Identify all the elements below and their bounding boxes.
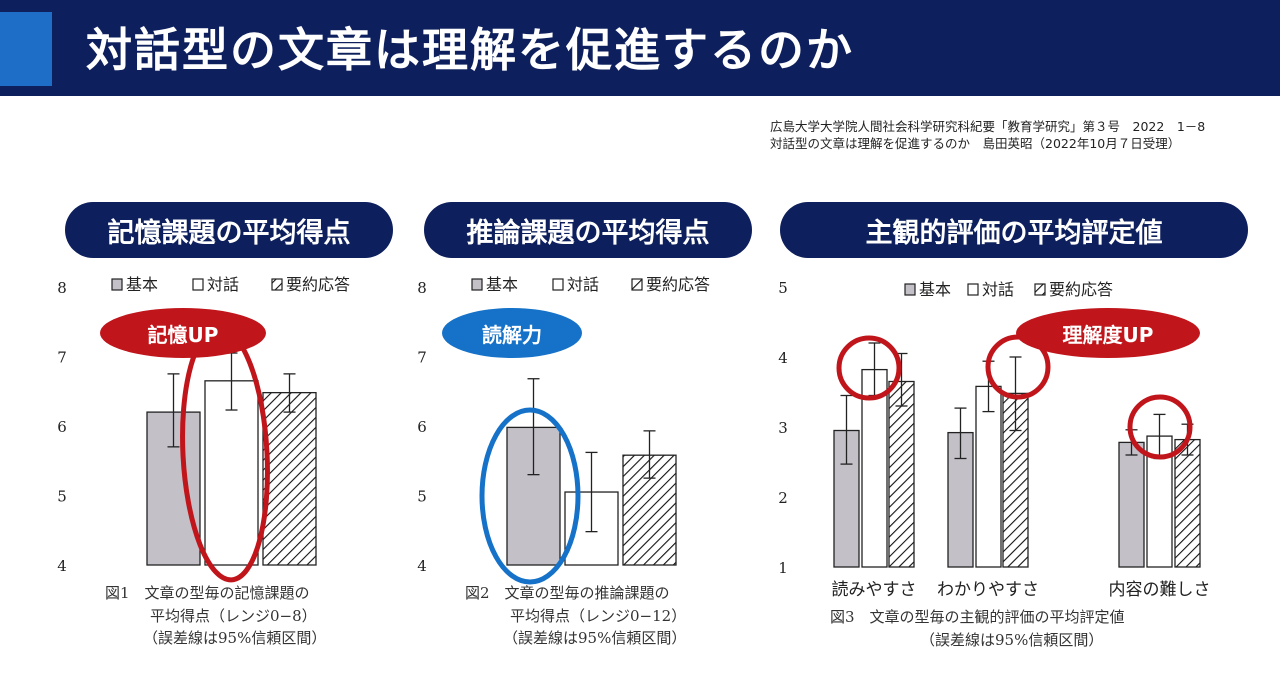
y-tick-label: 5 [778,279,788,297]
highlight-circle [1127,394,1193,460]
figure-caption-line: 図3 文章の型毎の主観的評価の平均評定値 [830,608,1125,626]
legend-swatch [471,278,483,291]
bar [888,380,915,568]
y-tick-label: 3 [778,419,788,437]
legend-label: 基本 [919,280,951,299]
x-category-label: 内容の難しさ [1109,580,1211,600]
legend-swatch [192,278,204,291]
figure-caption-line: （誤差線は95%信頼区間） [920,631,1103,649]
callout-badge [442,308,582,358]
legend-swatch [552,278,564,291]
bar [1174,438,1201,568]
x-category-label: わかりやすさ [937,580,1039,600]
y-tick-label: 2 [778,489,788,507]
y-tick-label: 6 [417,418,427,436]
bar [262,391,317,566]
legend-label: 基本 [126,275,158,294]
highlight-ellipse [479,407,581,585]
y-tick-label: 4 [778,349,788,367]
section-title-inference: 推論課題の平均得点 [424,202,752,258]
citation: 広島大学大学院人間社会科学研究科紀要「教育学研究」第３号 2022 1－8 対話… [770,118,1230,152]
bar [204,380,259,566]
callout-label: 読解力 [482,323,542,347]
header-accent-block [0,12,52,86]
legend-swatch [1034,283,1046,296]
legend-swatch [904,283,916,296]
y-tick-label: 7 [417,349,427,367]
y-tick-label: 8 [417,279,427,297]
y-tick-label: 4 [57,557,67,575]
figure-caption-line: 図2 文章の型毎の推論課題の [465,584,670,602]
figure-caption-line: 平均得点（レンジ0−12） [510,607,686,625]
figure-caption-line: （誤差線は95%信頼区間） [143,629,326,647]
bar [975,385,1002,568]
y-tick-label: 6 [57,418,67,436]
y-tick-label: 5 [417,488,427,506]
y-tick-label: 1 [778,559,788,577]
citation-line-2: 対話型の文章は理解を促進するのか 島田英昭（2022年10月７日受理） [770,136,1181,151]
y-tick-label: 4 [417,557,427,575]
callout-label: 記憶UP [148,323,219,347]
figure-caption-line: 図1 文章の型毎の記憶課題の [105,584,310,602]
legend-label: 要約応答 [286,275,350,294]
section-title-subjective: 主観的評価の平均評定値 [780,202,1248,258]
legend-label: 要約応答 [1049,280,1113,299]
bar [1118,441,1145,568]
legend-swatch [967,283,979,296]
citation-line-1: 広島大学大学院人間社会科学研究科紀要「教育学研究」第３号 2022 1－8 [770,119,1206,134]
highlight-circle [836,335,902,401]
callout-label: 理解度UP [1063,323,1154,347]
legend-label: 対話 [207,275,239,294]
callout-badge [100,308,266,358]
slide-title: 対話型の文章は理解を促進するのか [86,23,854,77]
legend-swatch [631,278,643,291]
y-tick-label: 7 [57,349,67,367]
x-category-label: 読みやすさ [832,580,917,600]
callout-badge [1016,308,1200,358]
bar [861,368,888,568]
figure-caption-line: 平均得点（レンジ0−8） [150,607,317,625]
section-title-memory: 記憶課題の平均得点 [65,202,393,258]
legend-swatch [111,278,123,291]
slide-header: 対話型の文章は理解を促進するのか [0,0,1280,96]
figure-caption-line: （誤差線は95%信頼区間） [503,629,686,647]
legend-swatch [271,278,283,291]
legend-label: 要約応答 [646,275,710,294]
y-tick-label: 5 [57,488,67,506]
legend-label: 対話 [982,280,1014,299]
legend-label: 基本 [486,275,518,294]
y-tick-label: 8 [57,279,67,297]
legend-label: 対話 [567,275,599,294]
